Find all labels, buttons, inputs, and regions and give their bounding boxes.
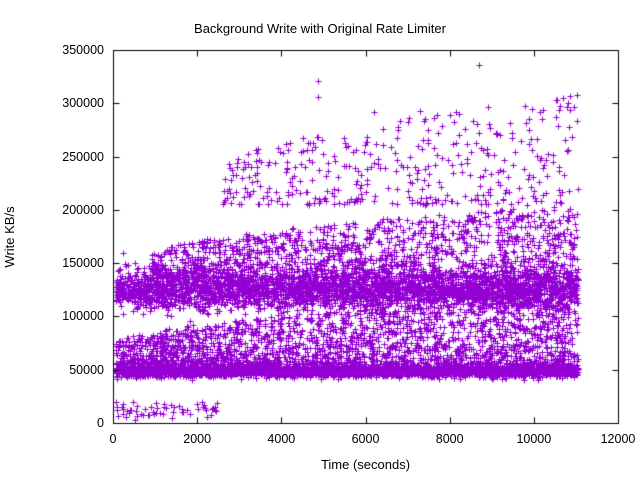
y-tick-label: 150000 — [62, 256, 104, 271]
y-tick-label: 0 — [97, 416, 104, 430]
x-tick-label: 0 — [109, 432, 117, 446]
x-tick-label: 8000 — [435, 432, 464, 446]
y-tick-label: 100000 — [62, 309, 104, 324]
x-tick-label: 6000 — [351, 432, 380, 446]
y-tick-label: 50000 — [69, 362, 104, 377]
x-tick-label: 12000 — [600, 432, 636, 446]
y-tick-label: 350000 — [62, 43, 104, 57]
x-tick-label: 4000 — [267, 432, 296, 446]
y-tick-label: 200000 — [62, 202, 104, 217]
chart-title: Background Write with Original Rate Limi… — [194, 21, 446, 36]
y-tick-label: 300000 — [62, 96, 104, 111]
y-tick-label: 250000 — [62, 149, 104, 164]
y-axis-label: Write KB/s — [2, 206, 17, 268]
x-axis-label: Time (seconds) — [320, 457, 411, 472]
x-tick-label: 10000 — [516, 432, 552, 446]
x-tick-label: 2000 — [183, 432, 212, 446]
